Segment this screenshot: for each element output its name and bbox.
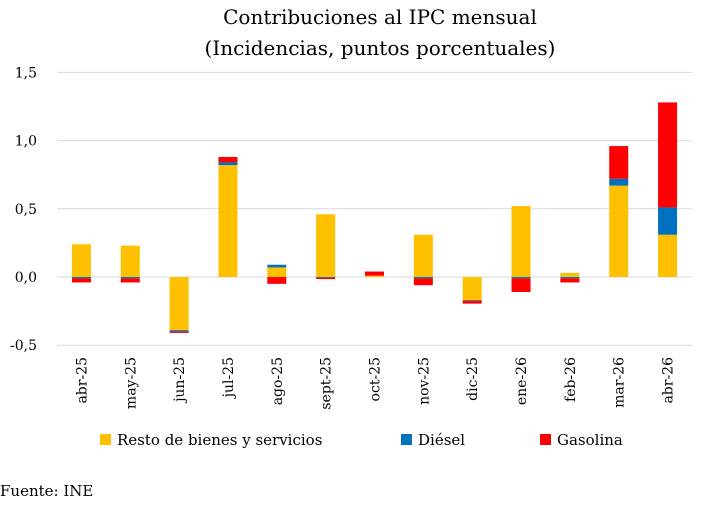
- x-axis: abr-25 may-25 jun-25 jul-25 ago-25 sept-25 oct…: [74, 357, 676, 410]
- bar-segment-di-sel: [560, 277, 580, 279]
- chart-title: Contribuciones al IPC mensual: [223, 5, 537, 29]
- x-tick-label: nov-25: [416, 357, 432, 405]
- bar-segment-resto-de-bienes-y-servicios: [169, 277, 189, 331]
- bar-segment-gasolina: [316, 277, 336, 280]
- source-note: Fuente: INE: [0, 482, 94, 500]
- y-tick-label: -0,5: [10, 338, 37, 354]
- bar-segment-resto-de-bienes-y-servicios: [658, 234, 678, 277]
- bar-segment-gasolina: [71, 278, 91, 283]
- bar-segment-gasolina: [609, 146, 629, 179]
- x-tick-label: dic-25: [465, 357, 481, 401]
- y-tick-label: 1,5: [15, 65, 37, 81]
- bar-segment-di-sel: [658, 207, 678, 235]
- x-tick-label: mar-26: [612, 357, 628, 408]
- x-tick-label: ene-26: [514, 357, 530, 405]
- bar-segment-gasolina: [169, 331, 189, 333]
- bar-segment-resto-de-bienes-y-servicios: [560, 272, 580, 277]
- bar-segment-di-sel: [267, 264, 287, 268]
- chart-subtitle: (Incidencias, puntos porcentuales): [205, 36, 556, 60]
- bar-segment-di-sel: [71, 277, 91, 279]
- bar-segment-resto-de-bienes-y-servicios: [120, 245, 140, 277]
- y-tick-label: 0,5: [15, 202, 37, 218]
- bar-segment-gasolina: [267, 277, 287, 284]
- y-tick-label: 0,0: [15, 270, 37, 286]
- bar-segment-resto-de-bienes-y-servicios: [267, 267, 287, 277]
- bar-segment-resto-de-bienes-y-servicios: [462, 277, 482, 301]
- x-tick-label: oct-25: [368, 357, 384, 401]
- legend-swatch: [540, 434, 551, 445]
- bar-segment-di-sel: [169, 330, 189, 332]
- bar-segment-resto-de-bienes-y-servicios: [511, 206, 531, 277]
- bar-segment-gasolina: [560, 278, 580, 283]
- bar-segment-di-sel: [218, 162, 238, 166]
- bar-segment-gasolina: [365, 271, 384, 276]
- bar-segment-di-sel: [609, 178, 629, 186]
- x-tick-label: abr-26: [661, 357, 677, 404]
- y-axis: 1,5 1,0 0,5 0,0 -0,5: [10, 65, 37, 354]
- bar-segment-resto-de-bienes-y-servicios: [609, 185, 629, 277]
- x-tick-label: sept-25: [319, 357, 335, 410]
- legend-label: Diésel: [418, 431, 465, 449]
- legend: Resto de bienes y servicios Diésel Gasolin…: [100, 431, 623, 449]
- x-tick-label: ago-25: [270, 357, 286, 405]
- bar-segment-gasolina: [511, 278, 531, 293]
- bar-segment-gasolina: [462, 300, 482, 304]
- x-tick-label: jun-25: [172, 357, 188, 404]
- bar-segment-resto-de-bienes-y-servicios: [316, 214, 336, 277]
- x-tick-label: jul-25: [221, 357, 237, 399]
- bar-segment-di-sel: [462, 300, 482, 301]
- bar-segment-di-sel: [511, 277, 531, 279]
- x-tick-label: feb-26: [563, 357, 579, 402]
- legend-swatch: [401, 434, 412, 445]
- bar-segment-gasolina: [413, 278, 433, 286]
- bar-segment-gasolina: [120, 278, 140, 283]
- bar-segment-gasolina: [658, 102, 678, 208]
- y-tick-label: 1,0: [15, 134, 37, 150]
- legend-label: Resto de bienes y servicios: [117, 431, 322, 449]
- bar-segment-di-sel: [316, 277, 336, 278]
- bar-segment-resto-de-bienes-y-servicios: [218, 165, 238, 277]
- bar-segment-di-sel: [120, 277, 140, 279]
- bar-segment-resto-de-bienes-y-servicios: [365, 275, 384, 277]
- legend-swatch: [100, 434, 111, 445]
- bar-segment-gasolina: [218, 156, 238, 163]
- grid: [57, 71, 692, 346]
- bar-segment-resto-de-bienes-y-servicios: [71, 244, 91, 277]
- bars: [71, 102, 678, 333]
- bar-segment-resto-de-bienes-y-servicios: [413, 234, 433, 277]
- x-tick-label: abr-25: [74, 357, 90, 404]
- x-tick-label: may-25: [123, 357, 139, 409]
- bar-segment-di-sel: [413, 277, 433, 279]
- legend-label: Gasolina: [557, 431, 623, 449]
